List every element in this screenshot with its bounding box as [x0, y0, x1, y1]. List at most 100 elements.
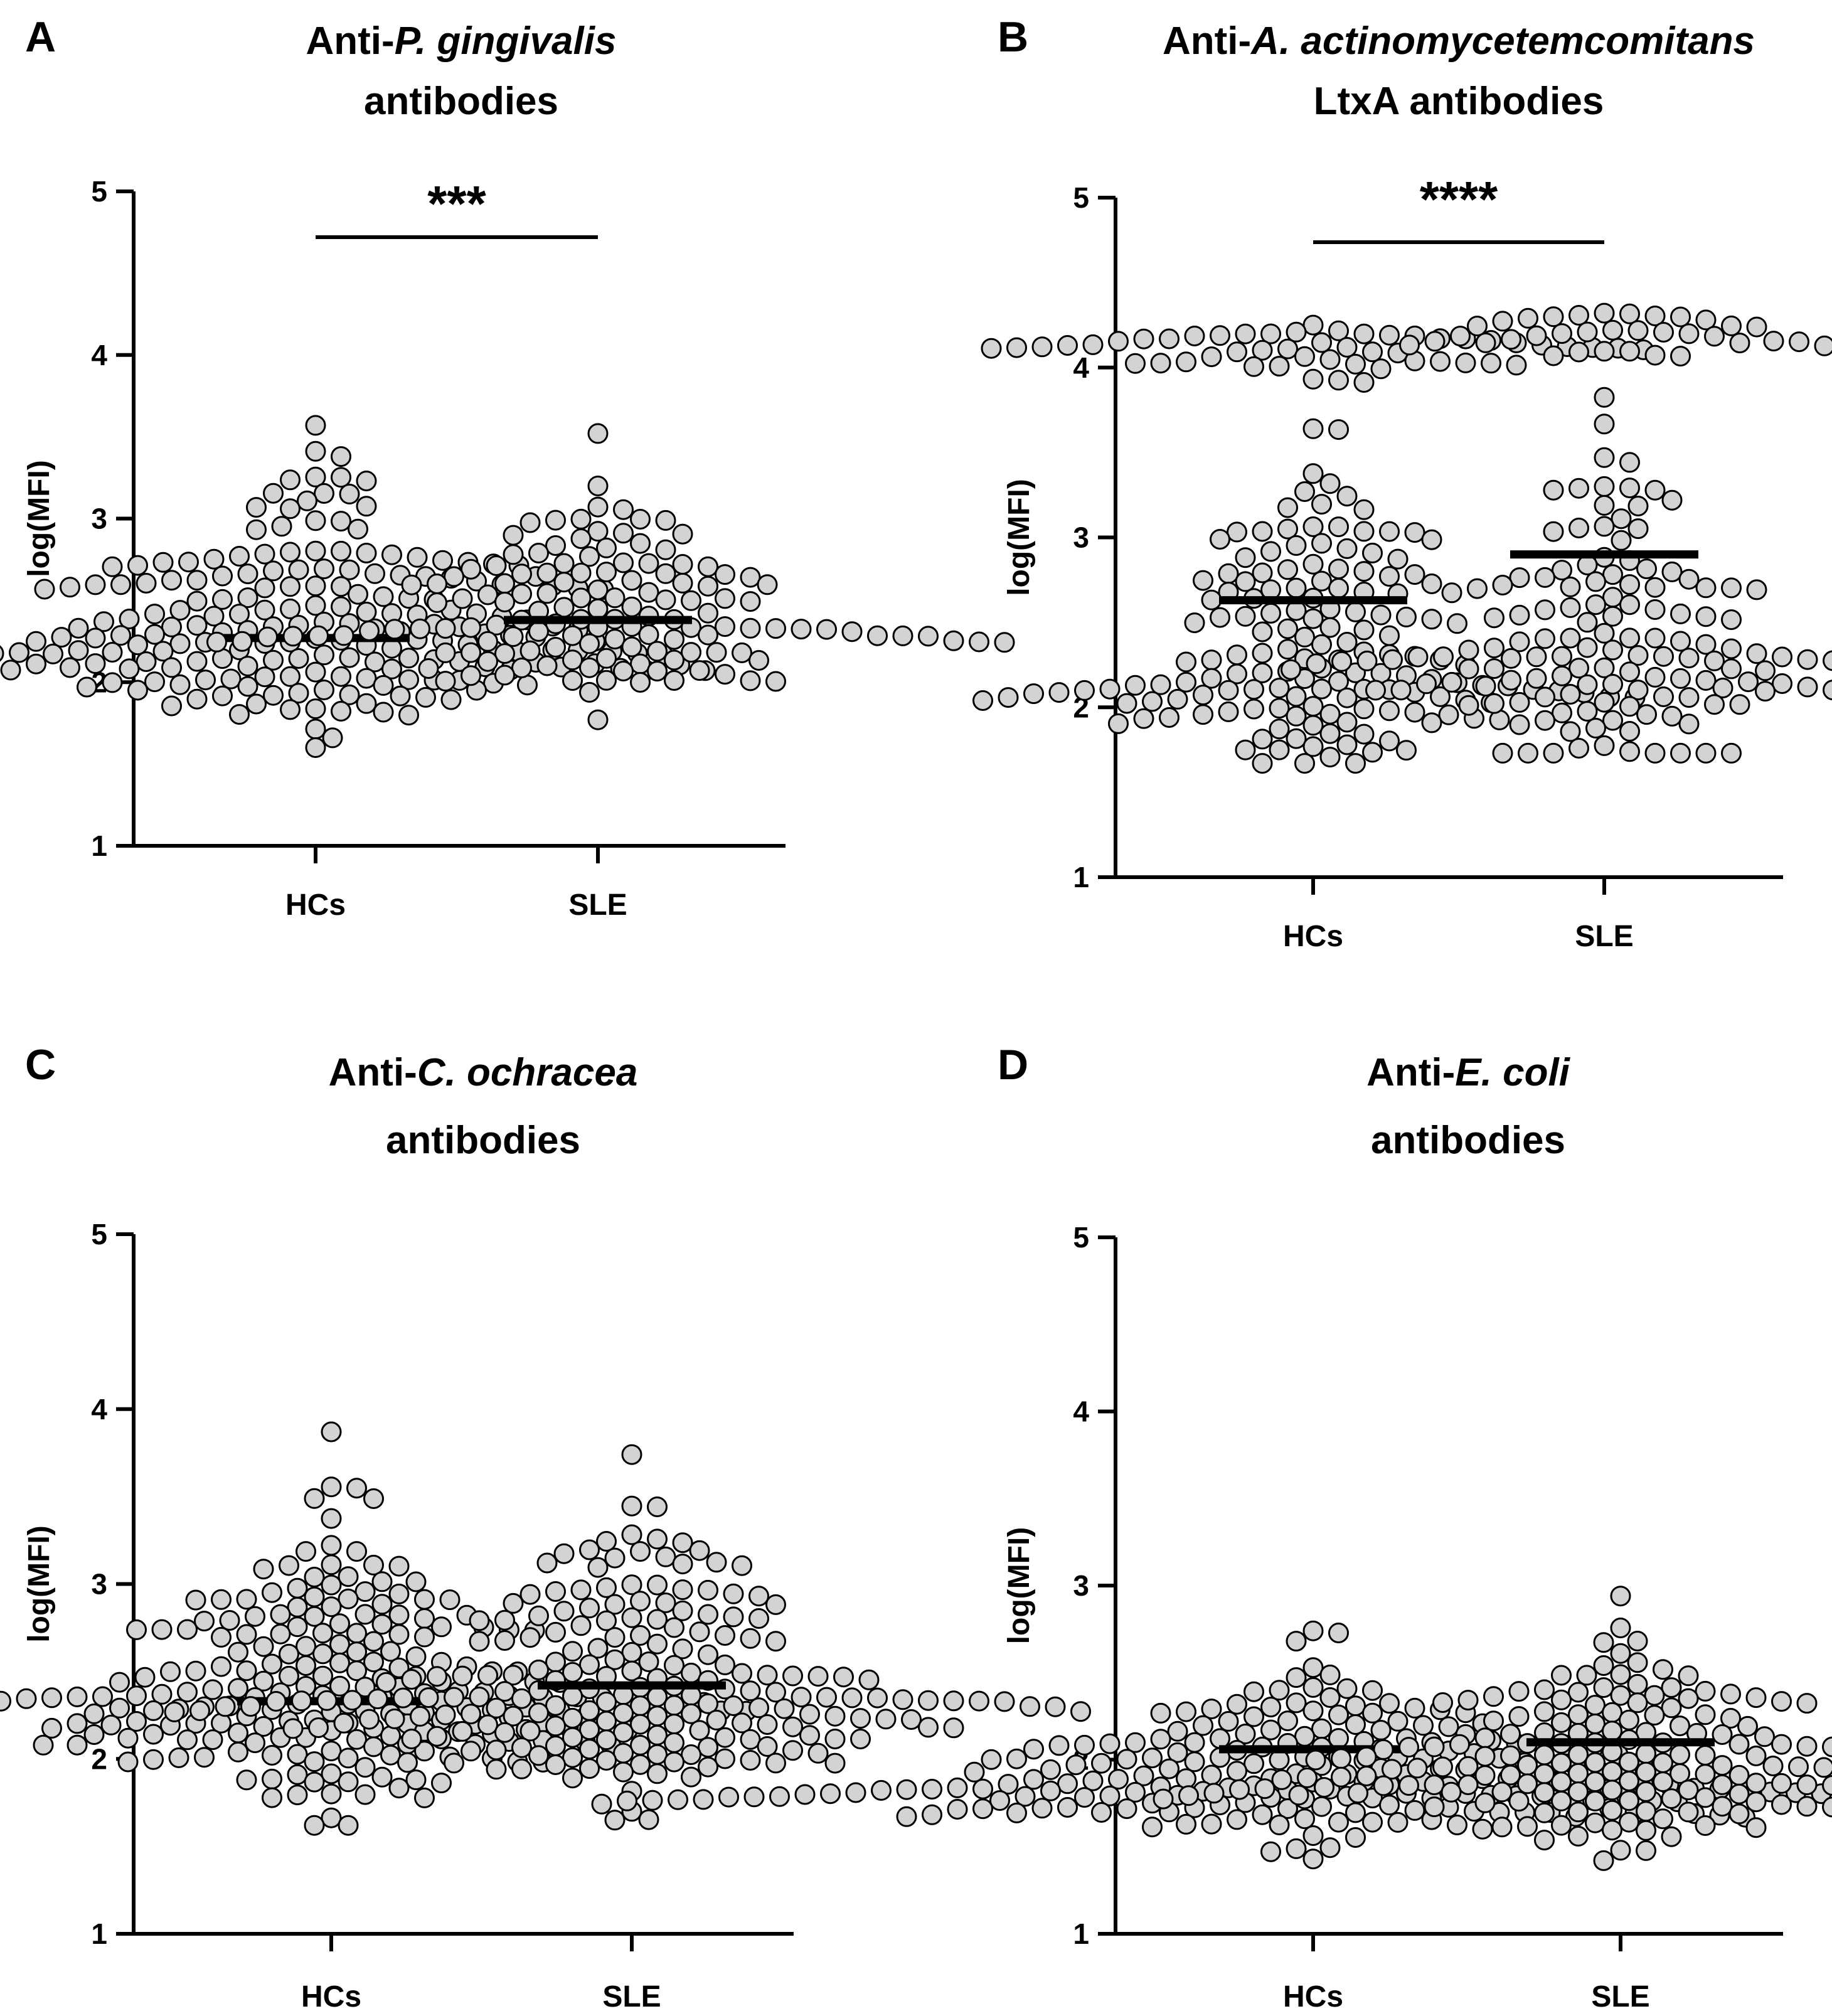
data-point — [665, 651, 684, 669]
data-point — [631, 673, 650, 692]
data-point — [322, 1509, 341, 1528]
data-point — [1371, 1721, 1390, 1740]
data-point — [1185, 614, 1204, 632]
data-point — [1747, 317, 1766, 336]
data-point — [1662, 1789, 1681, 1808]
x-tick-label: SLE — [568, 888, 627, 922]
data-point — [521, 1628, 540, 1647]
data-point — [356, 1582, 375, 1601]
data-point — [1798, 650, 1817, 669]
data-point — [733, 1664, 752, 1683]
data-point — [1604, 641, 1622, 659]
data-point — [1126, 676, 1145, 695]
data-point — [1262, 542, 1281, 561]
data-point — [1253, 644, 1272, 663]
data-point — [1824, 681, 1832, 700]
data-point — [297, 1542, 316, 1561]
data-point — [673, 1555, 692, 1574]
data-point — [129, 556, 147, 575]
data-point — [656, 511, 675, 530]
data-point — [1332, 1749, 1351, 1768]
data-point — [563, 1663, 582, 1682]
data-point — [699, 557, 718, 576]
data-point — [69, 619, 88, 637]
data-point — [306, 541, 325, 560]
data-point — [775, 1699, 794, 1718]
data-point — [213, 686, 232, 705]
data-point — [306, 720, 325, 739]
data-point — [919, 1691, 938, 1710]
data-point — [1798, 678, 1817, 696]
data-point — [381, 1746, 400, 1764]
data-point — [546, 1717, 565, 1736]
data-point — [673, 1601, 692, 1620]
data-point — [479, 652, 498, 671]
data-point — [1425, 1798, 1444, 1816]
data-point — [1569, 1683, 1588, 1702]
data-point — [428, 575, 447, 594]
data-point — [1476, 1793, 1494, 1812]
data-point — [1459, 696, 1478, 715]
data-point — [322, 1422, 341, 1441]
data-point — [944, 1692, 963, 1710]
data-point — [348, 1479, 366, 1498]
data-point — [208, 632, 226, 651]
data-point — [178, 1731, 197, 1749]
data-point — [1371, 360, 1390, 378]
data-point — [1177, 1702, 1196, 1721]
data-point — [390, 1557, 408, 1576]
data-point — [1448, 1816, 1467, 1835]
data-point — [716, 617, 735, 636]
data-point — [1084, 335, 1102, 354]
data-point — [1287, 1839, 1306, 1858]
data-point — [1756, 682, 1775, 701]
data-point — [639, 1810, 658, 1829]
data-point — [1338, 338, 1356, 357]
data-point — [186, 1661, 205, 1680]
data-point — [1363, 1813, 1382, 1832]
data-point — [1747, 1774, 1765, 1793]
data-point — [1245, 357, 1264, 376]
data-point — [716, 565, 735, 584]
data-point — [1151, 354, 1170, 373]
data-point — [264, 686, 283, 705]
data-point — [322, 1808, 341, 1827]
data-point — [580, 658, 599, 677]
y-tick-label: 3 — [1073, 1569, 1089, 1602]
data-point — [284, 1719, 302, 1738]
data-point — [1160, 329, 1179, 348]
data-point — [1587, 572, 1606, 591]
data-point — [332, 597, 351, 616]
data-point — [665, 1752, 684, 1771]
data-point — [1552, 1690, 1571, 1709]
data-point — [470, 1688, 489, 1707]
data-point — [298, 491, 317, 510]
data-point — [648, 1725, 667, 1744]
data-point — [1253, 522, 1272, 541]
data-point — [897, 1780, 916, 1799]
data-point — [673, 1581, 692, 1599]
data-point — [673, 1533, 692, 1552]
data-point — [1185, 1752, 1204, 1771]
data-point — [280, 1556, 299, 1575]
data-point — [1041, 1760, 1060, 1779]
data-point — [417, 688, 435, 707]
data-point — [332, 667, 351, 686]
data-point — [504, 1594, 523, 1613]
data-point — [1621, 342, 1639, 361]
x-tick-label: HCs — [301, 1980, 361, 2013]
data-point — [809, 1667, 828, 1686]
data-point — [1313, 534, 1331, 553]
data-point — [0, 1692, 11, 1710]
data-point — [843, 622, 861, 641]
data-point — [1279, 1712, 1297, 1731]
data-point — [281, 577, 300, 596]
data-point — [767, 672, 786, 691]
data-point — [1612, 531, 1631, 550]
data-point — [1400, 336, 1419, 355]
data-point — [383, 545, 402, 564]
data-point — [68, 1714, 87, 1733]
data-point — [1304, 1827, 1323, 1845]
data-point — [1313, 680, 1331, 698]
